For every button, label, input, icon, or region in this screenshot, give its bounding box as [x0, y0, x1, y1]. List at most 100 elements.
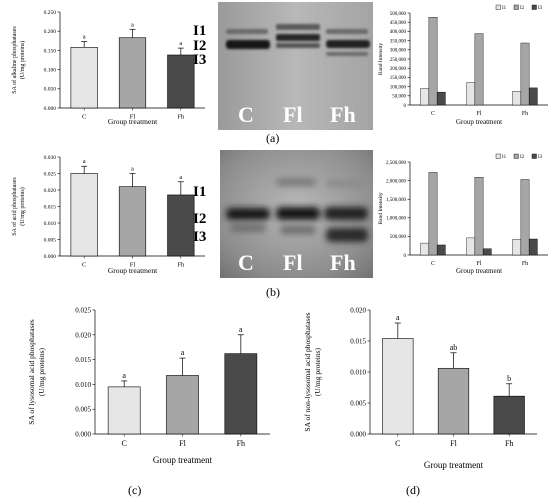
- x-axis-label: Group treatment: [456, 267, 502, 275]
- significance-letter: a: [83, 34, 86, 41]
- y-axis-label: (U/mg proteins): [37, 347, 46, 396]
- significance-letter: a: [181, 348, 185, 357]
- significance-letter: a: [396, 313, 400, 322]
- y-tick-label: 0: [404, 254, 407, 259]
- y-tick-label: 0.005: [350, 399, 366, 407]
- chart-lysosomal-acid-phosphatase: 0.000 0.005 0.010 0.015 0.020 0.025 a Ca Fl a Fh Gr…: [27, 306, 270, 465]
- y-tick-label: 0.010: [44, 221, 57, 227]
- legend-label: I3: [538, 6, 543, 11]
- y-tick-label: 0.250: [44, 10, 57, 16]
- y-axis-label: Band Intensity: [378, 192, 384, 224]
- y-tick-label: 400,000: [390, 30, 407, 35]
- x-tick-label: C: [121, 439, 126, 448]
- y-tick-label: 450,000: [390, 21, 407, 26]
- y-tick-label: 50,000: [392, 95, 406, 100]
- bar: [437, 367, 470, 435]
- x-tick-label: Fh: [177, 114, 185, 121]
- gel-b-isoform-label: I1: [193, 184, 206, 200]
- x-tick-label: Fl: [450, 439, 457, 448]
- x-tick-label: Fl: [130, 114, 136, 121]
- y-tick-label: 0.020: [350, 306, 366, 314]
- gel-b-lane-label: Fl: [283, 250, 303, 275]
- gel-a: C Fl Fh I1 I2 I3: [193, 2, 373, 130]
- bar-i3: [528, 238, 538, 256]
- gel-a-isoform-label: I1: [193, 23, 206, 39]
- chart-acid-phosphatase-activity: 0.000 0.005 0.010 0.015 0.020 0.025 0.030 a Ca Fl…: [11, 155, 205, 275]
- x-tick-label: C: [82, 114, 86, 121]
- bar: [70, 173, 98, 257]
- y-tick-label: 2,500,000: [386, 161, 407, 166]
- y-tick-label: 0.015: [44, 204, 57, 210]
- y-tick-label: 0.010: [75, 381, 91, 389]
- gel-a-lane-label: Fl: [283, 102, 303, 127]
- bar-i2: [428, 172, 438, 256]
- y-tick-label: 0.025: [75, 306, 91, 314]
- y-tick-label: 0.005: [75, 406, 91, 414]
- x-axis-label: Group treatment: [424, 460, 484, 470]
- y-axis-label: SA of non-lysosomal acid phosphatases: [303, 312, 312, 431]
- y-tick-label: 0.015: [75, 356, 91, 364]
- y-tick-label: 250,000: [390, 58, 407, 63]
- significance-letter: ab: [450, 343, 458, 352]
- significance-letter: a: [122, 371, 126, 380]
- gel-b-isoform-label: I3: [193, 229, 206, 245]
- y-tick-label: 0.100: [44, 68, 57, 74]
- y-tick-label: 0.200: [44, 29, 57, 35]
- bar-i1: [420, 88, 430, 106]
- y-tick-label: 150,000: [390, 76, 407, 81]
- gel-b-bands: [226, 178, 368, 242]
- bar-i3: [482, 248, 492, 256]
- bar-i1: [512, 239, 522, 256]
- y-tick-label: 0.150: [44, 48, 57, 54]
- bar-i1: [466, 237, 476, 256]
- bar: [107, 386, 141, 435]
- x-axis-label: Group treatment: [153, 455, 213, 465]
- y-tick-label: 0.025: [44, 171, 57, 177]
- panel-label-d: (d): [406, 483, 420, 497]
- legend-label: I3: [538, 155, 543, 160]
- y-tick-label: 350,000: [390, 39, 407, 44]
- panel-label-c: (c): [128, 483, 141, 497]
- bar: [224, 353, 258, 435]
- y-tick-label: 200,000: [390, 67, 407, 72]
- x-axis-label: Group treatment: [108, 117, 158, 126]
- y-tick-label: 0.030: [44, 155, 57, 161]
- y-tick-label: 0.020: [44, 188, 57, 194]
- legend-label: I2: [520, 6, 525, 11]
- legend-swatch: [495, 4, 501, 10]
- significance-letter: a: [131, 166, 134, 173]
- x-tick-label: Fh: [177, 262, 185, 269]
- x-tick-label: C: [82, 262, 86, 269]
- gel-b-lane-label: Fh: [330, 250, 356, 275]
- y-tick-label: 1,000,000: [386, 217, 407, 222]
- chart-alkaline-phosphatase-activity: 0.000 0.050 0.100 0.150 0.200 0.250 a Ca Fl a Fh Gr…: [11, 10, 205, 126]
- legend-label: I2: [520, 155, 525, 160]
- bar-i1: [420, 242, 430, 256]
- y-tick-label: 0.000: [44, 106, 57, 112]
- gel-a-isoform-label: I3: [193, 52, 206, 68]
- y-axis-label: SA of alkaline phosphatases: [11, 26, 18, 94]
- significance-letter: a: [83, 158, 86, 165]
- y-tick-label: 0.000: [350, 430, 366, 438]
- legend-label: I1: [502, 6, 507, 11]
- x-tick-label: Fh: [522, 261, 528, 267]
- x-tick-label: Fl: [179, 439, 186, 448]
- y-axis-label: SA of acid phosphatases: [11, 177, 18, 236]
- y-tick-label: 1,500,000: [386, 198, 407, 203]
- y-tick-label: 2,000,000: [386, 179, 407, 184]
- y-tick-label: 0.010: [350, 368, 366, 376]
- legend-swatch: [531, 153, 537, 159]
- bar: [166, 375, 199, 435]
- significance-letter: a: [131, 21, 134, 28]
- bar-i2: [428, 17, 438, 106]
- x-tick-label: Fl: [130, 262, 136, 269]
- y-tick-label: 300,000: [390, 49, 407, 54]
- bar: [118, 37, 147, 109]
- gel-b: C Fl Fh I1 I2 I3: [193, 150, 373, 278]
- y-tick-label: 0.020: [75, 331, 91, 339]
- y-axis-label: (U/mg proteins): [313, 347, 322, 396]
- y-tick-label: 0.000: [44, 254, 57, 260]
- y-tick-label: 0: [404, 104, 407, 109]
- significance-letter: b: [507, 374, 511, 383]
